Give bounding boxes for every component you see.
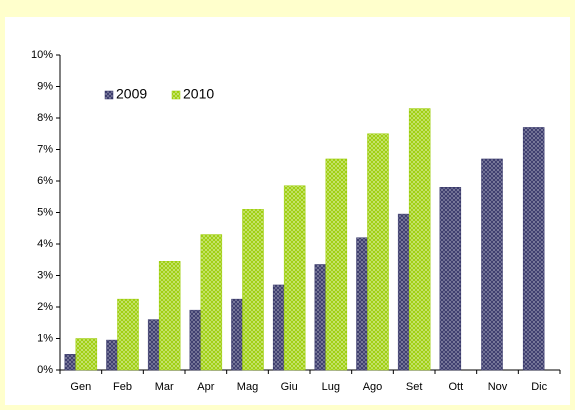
y-tick-label: 9% xyxy=(37,80,53,92)
legend-label: 2009 xyxy=(116,86,147,102)
x-tick-label: Apr xyxy=(197,381,214,393)
bar xyxy=(325,158,348,371)
y-tick-label: 8% xyxy=(37,112,53,124)
y-tick-label: 4% xyxy=(37,238,53,250)
bar xyxy=(117,298,139,371)
legend-swatch xyxy=(104,90,114,100)
y-tick-label: 6% xyxy=(37,175,53,187)
x-tick-label: Dic xyxy=(531,381,547,393)
x-tick-label: Giu xyxy=(281,381,298,393)
y-tick-label: 3% xyxy=(37,269,53,281)
x-tick-label: Lug xyxy=(322,381,340,393)
bar xyxy=(200,234,223,371)
bar xyxy=(481,158,503,371)
bar xyxy=(439,187,462,371)
bar xyxy=(283,185,306,371)
bar xyxy=(75,338,98,371)
y-tick-label: 1% xyxy=(37,332,53,344)
x-tick-label: Ago xyxy=(363,381,383,393)
y-tick-label: 2% xyxy=(37,301,53,313)
legend-label: 2010 xyxy=(183,86,214,102)
bar xyxy=(158,261,181,371)
bar xyxy=(242,209,264,371)
x-tick-label: Mag xyxy=(237,381,258,393)
y-tick-label: 0% xyxy=(37,364,53,376)
bar xyxy=(367,133,389,371)
bar xyxy=(408,108,431,371)
bar xyxy=(522,127,545,371)
y-tick-label: 7% xyxy=(37,143,53,155)
x-tick-label: Nov xyxy=(488,381,508,393)
legend-swatch xyxy=(171,90,181,100)
x-tick-label: Gen xyxy=(70,381,91,393)
y-tick-label: 5% xyxy=(37,206,53,218)
x-tick-label: Set xyxy=(406,381,423,393)
x-tick-label: Feb xyxy=(113,381,132,393)
x-tick-label: Ott xyxy=(448,381,463,393)
y-tick-label: 10% xyxy=(31,49,53,61)
x-tick-label: Mar xyxy=(155,381,174,393)
